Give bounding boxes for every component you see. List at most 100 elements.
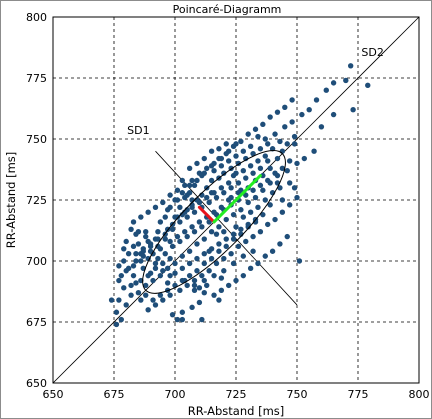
data-point <box>296 258 303 264</box>
data-point <box>260 172 266 179</box>
data-point <box>189 204 195 211</box>
data-point <box>150 277 156 284</box>
data-point <box>255 158 261 164</box>
y-tick-label: 775 <box>26 72 47 85</box>
data-point <box>130 263 137 269</box>
data-point <box>228 194 234 201</box>
data-point <box>267 114 273 120</box>
data-point <box>284 233 290 240</box>
tick-labels: 650 675 700 725 750 775 800 650 675 700 725 750 775 8… <box>26 11 430 401</box>
data-point <box>225 282 232 289</box>
data-point <box>184 214 190 220</box>
data-point <box>225 180 232 186</box>
data-point <box>143 233 149 240</box>
data-point <box>284 141 290 147</box>
data-point <box>277 185 283 191</box>
x-axis-title: RR-Abstand [ms] <box>188 404 285 418</box>
data-point <box>135 241 142 247</box>
data-point <box>272 170 278 176</box>
data-point <box>208 255 215 262</box>
data-point <box>286 202 293 208</box>
data-point <box>238 187 244 193</box>
data-point <box>230 231 237 237</box>
sd2-segment <box>212 174 262 224</box>
data-point <box>172 270 178 276</box>
data-point <box>160 260 166 267</box>
y-tick-label: 700 <box>26 255 47 268</box>
data-point <box>255 204 261 211</box>
data-point <box>172 197 178 203</box>
data-point <box>291 141 298 147</box>
data-point <box>213 231 220 237</box>
data-point <box>247 265 254 272</box>
data-point <box>196 219 203 225</box>
data-point <box>250 233 256 240</box>
data-point <box>233 170 239 176</box>
y-tick-label: 675 <box>26 316 47 329</box>
data-point <box>235 180 242 186</box>
data-point <box>218 287 225 293</box>
data-point <box>191 282 198 289</box>
data-point <box>262 136 268 142</box>
data-point <box>230 236 237 242</box>
data-point <box>277 241 283 247</box>
data-point <box>291 133 298 140</box>
annotations: SD1 SD2 <box>127 46 384 137</box>
data-point <box>133 250 139 257</box>
data-point <box>218 185 225 191</box>
data-point <box>211 160 217 167</box>
data-point <box>262 253 268 259</box>
data-point <box>191 287 198 293</box>
data-point <box>199 224 205 230</box>
data-point <box>279 197 286 203</box>
data-point <box>255 133 261 140</box>
data-point <box>311 148 317 154</box>
data-point <box>189 224 195 230</box>
data-point <box>250 248 256 254</box>
data-point <box>150 297 156 303</box>
data-point <box>238 138 244 145</box>
data-point <box>191 277 198 284</box>
data-point <box>130 272 137 279</box>
data-point <box>243 175 249 181</box>
data-point <box>211 292 217 298</box>
data-point <box>289 97 295 103</box>
data-point <box>245 221 251 228</box>
data-point <box>279 209 286 215</box>
data-point <box>177 238 183 245</box>
data-point <box>223 236 229 242</box>
data-point <box>221 170 227 176</box>
data-point <box>177 287 183 293</box>
data-point <box>208 148 215 154</box>
data-point <box>240 148 247 154</box>
data-point <box>235 243 242 250</box>
data-point <box>155 229 161 235</box>
data-point <box>164 280 171 286</box>
data-point <box>133 280 139 286</box>
data-point <box>218 275 225 281</box>
data-point <box>196 170 203 176</box>
data-point <box>179 189 186 196</box>
data-point <box>204 165 210 171</box>
data-point <box>208 189 215 196</box>
data-point <box>216 248 222 254</box>
data-point <box>179 253 186 259</box>
data-point <box>252 126 259 132</box>
data-point <box>152 260 159 267</box>
data-point <box>186 182 193 189</box>
data-point <box>199 272 205 279</box>
data-point <box>213 194 220 201</box>
data-point <box>350 107 356 113</box>
data-point <box>257 165 264 171</box>
data-point <box>284 168 290 174</box>
data-point <box>143 229 149 235</box>
data-point <box>199 316 205 323</box>
data-point <box>257 182 264 189</box>
data-point <box>243 238 249 245</box>
data-point <box>162 236 168 242</box>
data-point <box>216 241 222 247</box>
data-point <box>318 124 325 130</box>
data-point <box>194 255 200 262</box>
